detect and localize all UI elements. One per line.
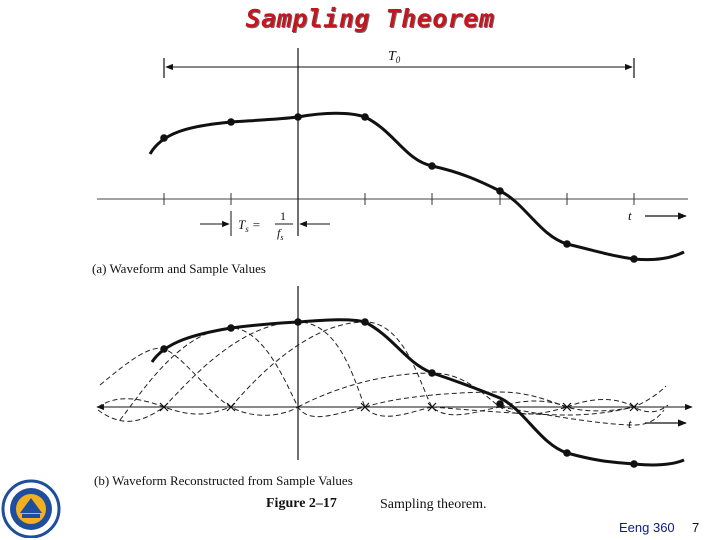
university-logo — [1, 479, 61, 538]
ts-denominator: fs — [277, 226, 283, 242]
page-number: 7 — [692, 520, 700, 535]
course-label: Eeng 360 — [619, 520, 675, 535]
caption-b: (b) Waveform Reconstructed from Sample V… — [94, 473, 353, 488]
time-label-b: t — [628, 416, 632, 431]
figure-label: Figure 2–17 — [266, 496, 337, 511]
panel-b — [96, 286, 693, 468]
sample-points-b — [160, 318, 638, 468]
time-label-a: t — [628, 208, 632, 223]
panel-a-labels: T0 Ts = 1 fs t — [238, 49, 632, 242]
waveform-b — [150, 318, 685, 467]
waveform-a — [148, 111, 685, 262]
caption-a: (a) Waveform and Sample Values — [92, 261, 266, 276]
panel-a — [97, 48, 688, 263]
ts-numerator: 1 — [280, 209, 286, 223]
period-label: T0 — [388, 49, 401, 65]
figure-text: Sampling theorem. — [380, 497, 487, 512]
slide-title: Sampling Theorem — [245, 4, 495, 33]
zero-crossings-b — [159, 402, 639, 412]
sample-ticks-a — [163, 193, 635, 205]
sinc-pulses — [97, 321, 669, 426]
ts-label: Ts = — [238, 217, 260, 234]
sample-points-a — [160, 113, 638, 263]
